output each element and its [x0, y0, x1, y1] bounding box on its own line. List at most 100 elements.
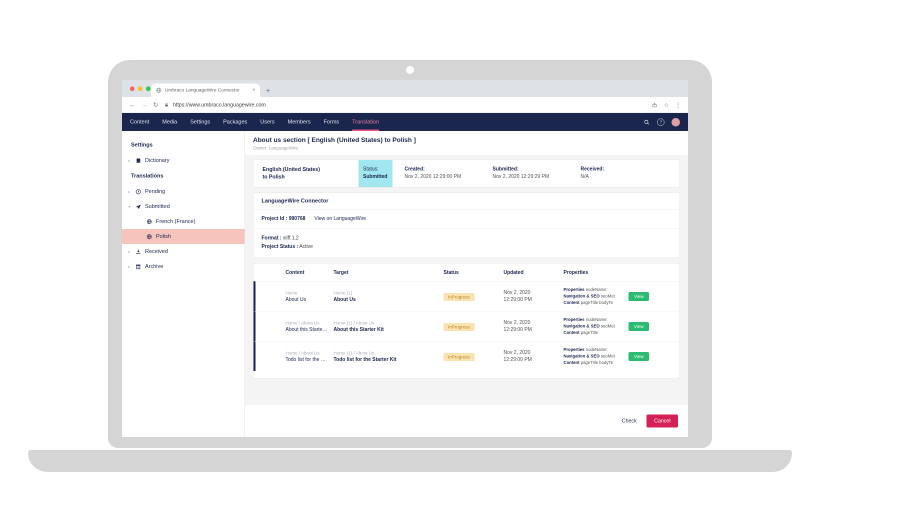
- sidebar-item-label: French (France): [156, 218, 196, 225]
- submitted-value: Nov 2, 2020 12:29:29 PM: [492, 174, 550, 180]
- umbraco-top-nav: Content Media Settings Packages Users Me…: [122, 113, 688, 131]
- sidebar-item-label: Submitted: [145, 203, 170, 210]
- nav-right-actions: ?: [644, 113, 680, 131]
- archive-box-icon: [136, 264, 141, 269]
- cancel-button[interactable]: Cancel: [646, 414, 678, 428]
- chevron-down-icon[interactable]: ▾: [128, 204, 131, 209]
- nav-item-settings[interactable]: Settings: [190, 119, 211, 125]
- forward-icon[interactable]: →: [141, 101, 148, 109]
- nav-item-forms[interactable]: Forms: [323, 119, 340, 125]
- main-panel: About us section [ English (United State…: [245, 131, 688, 437]
- search-icon[interactable]: [644, 119, 651, 126]
- globe-icon: [146, 219, 152, 224]
- browser-tab[interactable]: Umbraco LanguageWire Connector ×: [151, 83, 260, 97]
- target-cell: Home (1) / About Us Todo list for the St…: [333, 350, 397, 363]
- window-controls: [130, 86, 151, 91]
- view-on-languagewire-link[interactable]: View on LanguageWire: [314, 216, 367, 222]
- nav-item-content[interactable]: Content: [130, 119, 150, 125]
- check-button[interactable]: Check: [621, 418, 637, 424]
- tab-close-icon[interactable]: ×: [252, 87, 256, 93]
- maximize-window-button[interactable]: [146, 86, 151, 91]
- col-header-status: Status: [443, 270, 459, 276]
- browser-address-bar: ← → ↻ https://www.umbraco.languagewire.c…: [122, 97, 688, 113]
- nav-item-packages[interactable]: Packages: [223, 119, 248, 125]
- sidebar-item-pending[interactable]: ▸ Pending: [122, 184, 245, 199]
- webcam-dot: [406, 66, 414, 74]
- minimize-window-button[interactable]: [138, 86, 143, 91]
- language-pair: English (United States) to Polish: [254, 160, 359, 187]
- status-inprogress-badge: InProgress: [443, 352, 475, 361]
- sidebar-item-dictionary[interactable]: ▸ Dictionary: [122, 153, 245, 168]
- url-text[interactable]: https://www.umbraco.languagewire.com: [172, 101, 266, 108]
- view-button[interactable]: View: [628, 291, 650, 301]
- col-header-content: Content: [285, 270, 305, 276]
- sidebar-item-french[interactable]: French (France): [122, 214, 245, 229]
- status-value: Submitted: [363, 174, 388, 180]
- status-inprogress-badge: InProgress: [443, 322, 475, 331]
- translation-summary-card: English (United States) to Polish Status…: [253, 159, 680, 188]
- sidebar-item-label: Received: [145, 248, 168, 255]
- settings-sidebar: Settings ▸ Dictionary Translations ▸: [122, 131, 245, 437]
- globe-favicon-icon: [156, 87, 162, 93]
- share-icon[interactable]: [652, 102, 658, 108]
- table-row: Home About Us Home (1) About Us InProgre…: [253, 281, 680, 311]
- sidebar-item-received[interactable]: ▸ Received: [122, 244, 245, 259]
- download-tray-icon: [136, 249, 141, 254]
- back-icon[interactable]: ←: [129, 101, 136, 109]
- sidebar-item-label: Polish: [156, 233, 171, 240]
- content-cell: Home / About Us Todo list for the Starte…: [285, 350, 334, 363]
- properties-cell: Properties nodeName: Navigation & SEO se…: [563, 286, 615, 306]
- tab-title: Umbraco LanguageWire Connector: [165, 87, 240, 94]
- submitted-label: Submitted:: [492, 166, 519, 173]
- globe-icon: [146, 234, 152, 239]
- nav-item-translation[interactable]: Translation: [352, 113, 380, 131]
- language-to: to Polish: [262, 174, 285, 181]
- chevron-right-icon[interactable]: ▸: [128, 158, 131, 163]
- content-cell: Home About Us: [285, 290, 307, 303]
- received-label: Received:: [580, 166, 605, 173]
- nav-item-members[interactable]: Members: [287, 119, 311, 125]
- sidebar-item-submitted[interactable]: ▾ Submitted: [122, 199, 245, 214]
- laptop-screen: Umbraco LanguageWire Connector × + ← → ↻…: [122, 80, 688, 437]
- view-button[interactable]: View: [628, 351, 650, 361]
- sidebar-header-settings: Settings: [131, 142, 153, 148]
- connector-title: LanguageWire Connector: [253, 193, 680, 210]
- updated-cell: Nov 2, 2020 12:29:00 PM: [503, 319, 532, 333]
- received-value: N/A: [580, 174, 589, 180]
- col-header-properties: Properties: [563, 270, 589, 276]
- workspace: English (United States) to Polish Status…: [245, 155, 688, 405]
- properties-cell: Properties nodeName: Navigation & SEO se…: [563, 316, 615, 336]
- reload-icon[interactable]: ↻: [153, 101, 159, 109]
- bookmark-star-icon[interactable]: ☆: [663, 101, 669, 109]
- format-line: Format : xliff.1.2: [261, 235, 299, 242]
- nav-item-media[interactable]: Media: [162, 119, 178, 125]
- dictionary-book-icon: [136, 158, 141, 163]
- table-row: Home / About Us Todo list for the Starte…: [253, 341, 680, 371]
- language-from: English (United States): [262, 166, 320, 173]
- content-table-card: Content Target Status Updated Properties…: [253, 263, 680, 379]
- help-icon[interactable]: ?: [657, 118, 665, 126]
- submitted-block: Submitted: Nov 2, 2020 12:29:29 PM: [493, 160, 581, 187]
- target-cell: Home (1) / About Us About this Starter K…: [333, 320, 384, 333]
- chevron-right-icon[interactable]: ▸: [128, 189, 131, 194]
- created-block: Created: Nov 2, 2020 12:29:00 PM: [405, 160, 493, 187]
- sidebar-item-label: Archive: [145, 263, 164, 270]
- close-window-button[interactable]: [130, 86, 135, 91]
- col-header-target: Target: [333, 270, 349, 276]
- view-button[interactable]: View: [628, 321, 650, 331]
- user-avatar[interactable]: [671, 117, 680, 127]
- new-tab-button[interactable]: +: [266, 86, 271, 95]
- updated-cell: Nov 2, 2020 12:29:00 PM: [503, 349, 532, 363]
- laptop-base: [28, 450, 792, 472]
- project-id: Project Id : 990768: [261, 216, 306, 222]
- sidebar-item-polish[interactable]: Polish: [122, 229, 245, 244]
- nav-item-users[interactable]: Users: [260, 119, 275, 125]
- chevron-right-icon[interactable]: ▸: [128, 249, 131, 254]
- page-title: About us section [ English (United State…: [253, 136, 416, 144]
- sidebar-item-archive[interactable]: ▸ Archive: [122, 259, 245, 274]
- chevron-right-icon[interactable]: ▸: [128, 264, 131, 269]
- page-owner: Owner: LanguageWire: [253, 145, 299, 151]
- address-bar-actions: ☆ ⋮: [652, 101, 681, 108]
- page-header: About us section [ English (United State…: [245, 131, 688, 155]
- browser-menu-icon[interactable]: ⋮: [675, 101, 681, 109]
